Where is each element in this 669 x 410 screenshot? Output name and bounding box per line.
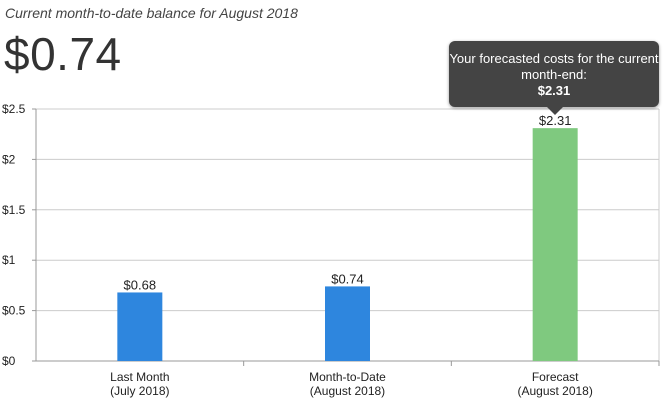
tooltip-text: Your forecasted costs for the current mo… bbox=[449, 51, 659, 82]
bar bbox=[325, 286, 370, 361]
y-tick-label: $2.5 bbox=[2, 102, 26, 116]
data-label: $2.31 bbox=[539, 113, 572, 128]
data-label: $0.68 bbox=[124, 277, 157, 292]
chart-subtitle: Current month-to-date balance for August… bbox=[5, 5, 298, 21]
y-tick-label: $1.5 bbox=[2, 203, 26, 217]
category-label: (August 2018) bbox=[310, 384, 385, 398]
category-label: Forecast bbox=[532, 370, 579, 384]
month-to-date-balance: $0.74 bbox=[4, 28, 122, 80]
category-label: Last Month bbox=[110, 370, 169, 384]
tooltip-amount: $2.31 bbox=[537, 83, 571, 98]
y-tick-label: $0 bbox=[2, 354, 16, 368]
category-label: (August 2018) bbox=[517, 384, 592, 398]
y-tick-label: $1 bbox=[2, 253, 16, 267]
y-tick-label: $2 bbox=[2, 152, 16, 166]
y-tick-label: $0.5 bbox=[2, 304, 26, 318]
forecast-tooltip: Your forecasted costs for the current mo… bbox=[449, 41, 659, 115]
bar bbox=[117, 292, 163, 361]
category-label: (July 2018) bbox=[110, 384, 169, 398]
data-label: $0.74 bbox=[331, 271, 364, 286]
bar bbox=[532, 128, 578, 361]
category-label: Month-to-Date bbox=[309, 370, 386, 384]
